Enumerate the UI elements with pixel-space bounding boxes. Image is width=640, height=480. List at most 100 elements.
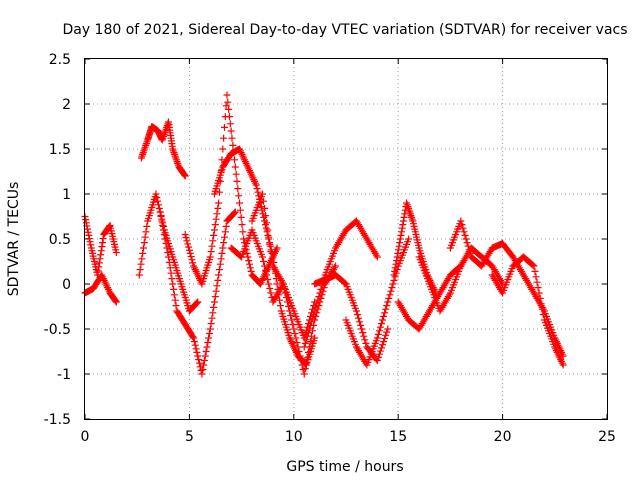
data-point: [204, 339, 212, 346]
data-point: [142, 228, 150, 236]
data-point: [459, 224, 467, 232]
data-point: [531, 267, 539, 275]
data-point: [238, 221, 246, 229]
data-point: [155, 204, 163, 212]
data-point: [261, 204, 269, 212]
data-point: [399, 217, 407, 225]
data-point: [268, 255, 276, 263]
data-point: [154, 197, 162, 205]
data-point: [188, 256, 196, 264]
data-point: [262, 212, 270, 220]
data-point: [86, 238, 94, 246]
data-point: [362, 339, 370, 347]
y-tick-label: 0: [62, 277, 71, 293]
data-point: [356, 318, 364, 326]
x-tick-label: 10: [285, 429, 303, 445]
data-point: [206, 325, 214, 333]
series-sat-a: [81, 213, 120, 279]
series-sat-p: [446, 217, 567, 360]
data-point: [143, 222, 151, 230]
data-point: [464, 242, 472, 250]
data-point: [303, 354, 311, 362]
data-point: [164, 249, 172, 256]
data-point: [214, 204, 222, 212]
data-point: [181, 172, 189, 180]
data-point: [379, 341, 387, 349]
data-point: [215, 199, 223, 207]
data-point: [141, 233, 149, 241]
data-point: [308, 318, 316, 326]
data-point: [210, 231, 218, 239]
data-point: [97, 251, 105, 259]
y-tick-labels: -1.5 -1 -0.5 0 0.5 1 1.5 2 2.5: [44, 52, 71, 428]
chart-title: Day 180 of 2021, Sidereal Day-to-day VTE…: [62, 22, 627, 38]
data-point: [263, 219, 271, 227]
data-point: [191, 341, 199, 349]
data-point: [195, 356, 203, 364]
data-point: [197, 366, 205, 374]
data-point: [304, 348, 312, 356]
data-point: [305, 325, 313, 333]
data-point: [165, 253, 173, 261]
data-point: [190, 334, 198, 342]
data-point: [301, 339, 309, 347]
data-point: [235, 192, 243, 200]
data-point: [400, 213, 408, 221]
data-point: [216, 260, 224, 268]
data-point: [223, 91, 231, 99]
data-point: [290, 325, 298, 333]
x-tick-label: 5: [185, 429, 194, 445]
data-point: [189, 259, 197, 267]
data-point: [374, 353, 382, 361]
data-point: [193, 299, 201, 307]
data-point: [294, 343, 302, 351]
x-tick-label: 0: [81, 429, 90, 445]
data-point: [181, 171, 189, 179]
data-point: [315, 293, 323, 301]
data-point: [153, 194, 161, 202]
series-sat-j: [300, 217, 381, 351]
marks-layer: [81, 91, 567, 378]
data-point: [533, 278, 541, 286]
y-tick-label: 2: [62, 97, 71, 113]
data-point: [312, 303, 320, 311]
data-point: [95, 259, 103, 267]
data-point: [228, 134, 236, 142]
data-point: [332, 262, 340, 270]
data-point: [262, 267, 270, 274]
data-point: [202, 348, 210, 355]
data-point: [84, 228, 92, 236]
data-point: [398, 224, 406, 232]
data-point: [292, 334, 300, 342]
data-point: [240, 235, 248, 243]
data-point: [187, 253, 195, 261]
data-point: [534, 284, 542, 292]
data-point: [310, 311, 318, 319]
data-point: [136, 266, 144, 274]
data-point: [154, 201, 162, 209]
x-tick-labels: 0 5 10 15 20 25: [81, 429, 616, 445]
data-point: [395, 242, 403, 250]
data-point: [361, 336, 369, 344]
data-point: [285, 303, 293, 310]
data-point: [381, 334, 389, 342]
data-point: [215, 188, 223, 196]
data-point: [210, 226, 218, 234]
data-point: [208, 314, 216, 322]
data-point: [189, 333, 197, 341]
data-point: [169, 280, 177, 288]
data-point: [161, 235, 169, 243]
data-point: [209, 309, 217, 317]
data-point: [405, 235, 413, 243]
data-point: [112, 297, 120, 305]
series-sat-c: [137, 118, 189, 180]
data-point: [159, 222, 167, 229]
data-point: [265, 280, 273, 288]
y-tick-label: 1.5: [49, 142, 71, 158]
data-point: [260, 258, 268, 265]
data-point: [559, 361, 567, 369]
data-point: [263, 228, 271, 236]
x-axis-label: GPS time / hours: [286, 459, 403, 475]
data-point: [536, 294, 544, 302]
data-point: [246, 260, 254, 268]
